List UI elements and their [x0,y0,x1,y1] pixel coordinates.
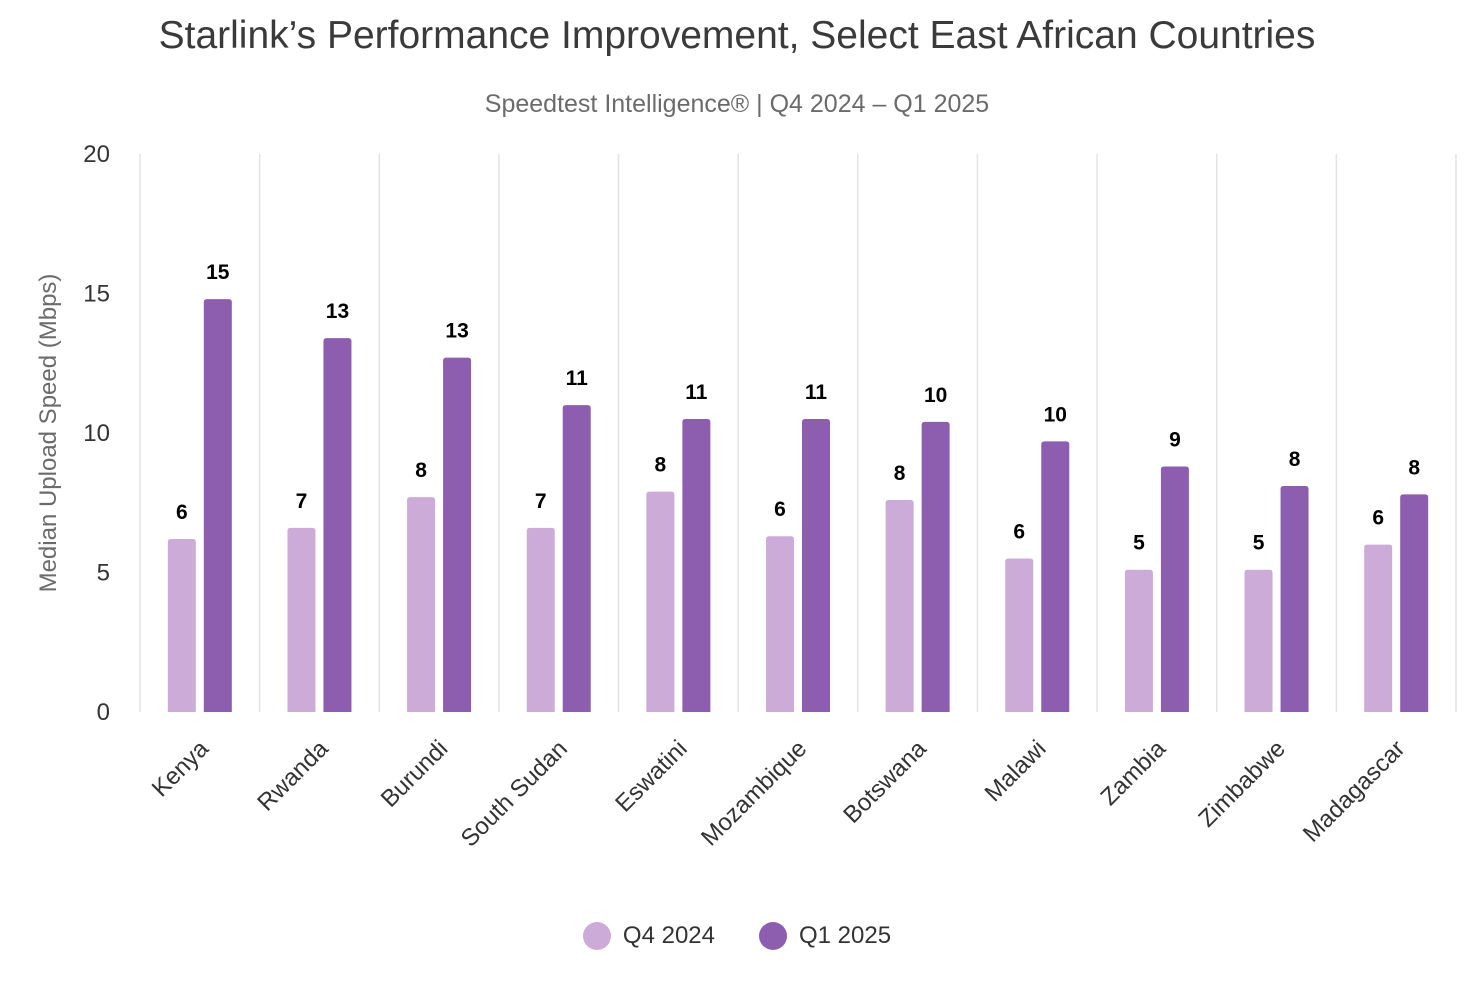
data-label-q1-2025-madagascar: 8 [1408,456,1420,479]
chart-title: Starlink’s Performance Improvement, Sele… [158,14,1316,57]
data-label-q4-2024-burundi: 8 [415,459,427,482]
y-tick-label: 5 [97,560,110,587]
bar-q4-2024-botswana [885,499,914,712]
x-tick-label-zambia: Zambia [1095,735,1171,811]
x-tick-label-malawi: Malawi [980,735,1052,807]
data-label-q4-2024-rwanda: 7 [296,490,308,513]
data-label-q4-2024-south-sudan: 7 [535,490,547,513]
legend-item-q4-2024[interactable]: Q4 2024 [582,922,715,950]
legend-swatch-q1-2025 [759,922,787,950]
y-tick-label: 10 [83,420,110,447]
legend: Q4 2024 Q1 2025 [0,922,1474,950]
y-tick-label: 20 [83,141,110,168]
y-axis-label: Median Upload Speed (Mbps) [35,274,62,593]
x-tick-label-kenya: Kenya [147,735,215,803]
bar-q1-2025-mozambique [802,419,830,712]
data-label-q4-2024-zimbabwe: 5 [1253,532,1265,555]
data-label-q1-2025-malawi: 10 [1044,403,1067,426]
bar-q1-2025-eswatini [682,419,711,712]
x-tick-label-botswana: Botswana [838,735,932,829]
data-label-q4-2024-madagascar: 6 [1372,507,1384,530]
bar-q4-2024-mozambique [766,536,794,712]
bar-q4-2024-madagascar [1364,544,1393,712]
bar-q1-2025-south-sudan [562,405,591,712]
data-label-q4-2024-botswana: 8 [894,462,906,485]
bar-q4-2024-kenya [167,539,196,712]
x-tick-label-eswatini: Eswatini [610,735,692,817]
bar-q4-2024-zimbabwe [1244,569,1273,712]
bar-q4-2024-malawi [1005,558,1034,712]
bar-q4-2024-rwanda [287,527,316,712]
data-label-q1-2025-zambia: 9 [1169,428,1181,451]
bar-q4-2024-burundi [407,497,436,712]
x-tick-label-zimbabwe: Zimbabwe [1193,735,1290,832]
data-label-q1-2025-burundi: 13 [445,320,468,343]
bar-q4-2024-zambia [1124,569,1153,712]
bar-q1-2025-malawi [1041,441,1070,712]
data-label-q1-2025-mozambique: 11 [805,381,828,404]
y-tick-label: 15 [83,281,110,308]
bar-q1-2025-madagascar [1400,494,1429,712]
data-label-q1-2025-kenya: 15 [206,261,230,284]
data-label-q4-2024-malawi: 6 [1013,521,1025,544]
bar-q1-2025-zimbabwe [1280,486,1309,712]
data-label-q1-2025-zimbabwe: 8 [1289,448,1301,471]
data-label-q1-2025-south-sudan: 11 [566,367,589,390]
data-label-q1-2025-eswatini: 11 [685,381,708,404]
bar-q1-2025-rwanda [323,338,352,712]
legend-swatch-q4-2024 [582,922,611,950]
bar-q4-2024-south-sudan [526,527,555,712]
data-label-q4-2024-mozambique: 6 [774,498,786,521]
legend-item-q1-2025[interactable]: Q1 2025 [759,922,891,950]
data-label-q1-2025-rwanda: 13 [326,300,349,323]
x-tick-label-madagascar: Madagascar [1298,735,1410,847]
x-tick-label-south-sudan: South Sudan [456,735,573,852]
x-tick-label-mozambique: Mozambique [696,735,812,851]
data-label-q4-2024-eswatini: 8 [655,454,667,477]
bar-q1-2025-botswana [921,421,950,712]
bar-q1-2025-zambia [1160,466,1189,712]
data-label-q4-2024-kenya: 6 [176,501,188,524]
y-tick-label: 0 [97,699,110,726]
legend-label-q4-2024: Q4 2024 [622,922,715,949]
legend-label-q1-2025: Q1 2025 [799,922,892,949]
bar-q1-2025-kenya [203,299,232,712]
bar-q4-2024-eswatini [646,491,675,712]
x-tick-label-rwanda: Rwanda [252,735,334,817]
bar-q1-2025-burundi [443,357,472,712]
chart-subtitle: Speedtest Intelligence® | Q4 2024 – Q1 2… [484,90,990,118]
x-tick-label-burundi: Burundi [376,735,454,813]
data-label-q4-2024-zambia: 5 [1133,532,1145,555]
data-label-q1-2025-botswana: 10 [924,384,947,407]
